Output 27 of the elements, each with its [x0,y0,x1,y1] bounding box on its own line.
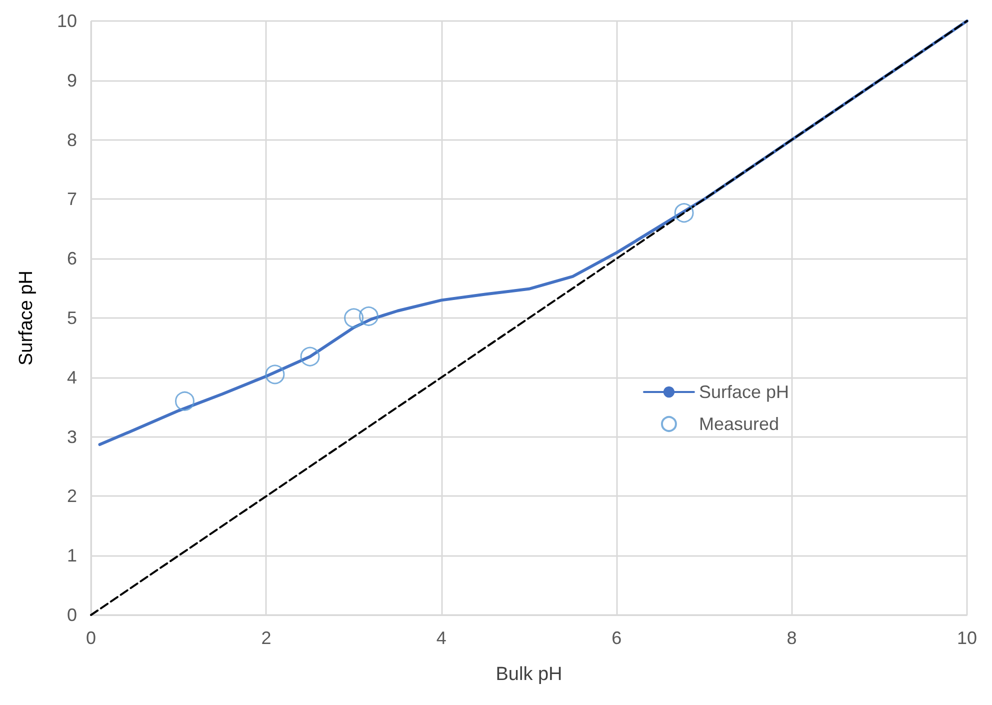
point [175,391,194,411]
x-axis-title: Bulk pH [496,664,562,685]
y-tick-label: 5 [66,308,77,328]
y-tick-label: 3 [66,426,77,447]
y-tick-label: 10 [56,11,77,31]
y-tick-label: 4 [66,367,77,388]
legend-label: Surface pH [698,382,790,402]
point [265,364,285,384]
point [344,308,364,328]
y-tick-label: 0 [66,605,77,625]
point [358,306,378,326]
x-tick-label: 6 [612,628,622,648]
x-tick-label: 2 [261,628,272,648]
y-axis-title: Surface pH [16,270,37,366]
y-tick-label: 8 [66,130,77,150]
y-tick-label: 2 [66,486,77,506]
y-tick-label: 7 [66,189,77,210]
x-tick-label: 0 [86,628,96,648]
y-tick-label: 9 [66,70,77,90]
y-tick-label: 6 [66,248,77,269]
x-tick-label: 4 [436,628,446,648]
legend-label: Measured [698,414,780,434]
y-tick-label: 1 [66,546,77,566]
x-tick-label: 10 [956,628,978,648]
point [300,346,320,366]
x-tick-label: 8 [786,628,797,648]
point [674,203,694,223]
